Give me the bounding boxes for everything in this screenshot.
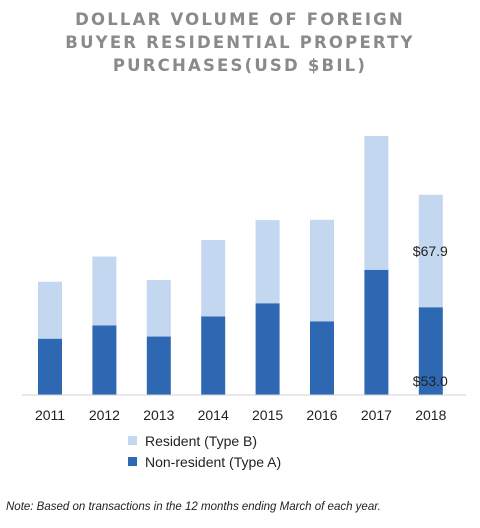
bar-resident-type-b-2017: [364, 135, 389, 270]
bar-chart: 2011 2012 2013 2014 2015 2016 2017 2018 $67.9 $5…: [22, 135, 466, 423]
chart-title-line-1: DOLLAR VOLUME OF FOREIGN: [75, 10, 405, 29]
bar-non-resident-type-a-2011: [38, 338, 62, 395]
data-labels: $67.9 $53.0: [413, 243, 448, 389]
bar-non-resident-type-a-2015: [255, 303, 280, 395]
bars-group: [38, 135, 443, 395]
x-tick-label-2015: 2015: [252, 407, 283, 423]
legend-label-resident: Resident (Type B): [145, 432, 258, 449]
data-label-non-resident-type-a-2018: $53.0: [413, 373, 448, 389]
legend: Resident (Type B) Non-resident (Type A): [128, 430, 281, 472]
bar-resident-type-b-2014: [201, 239, 226, 317]
legend-label-non-resident: Non-resident (Type A): [145, 453, 282, 470]
bar-resident-type-b-2018: [418, 194, 443, 308]
x-tick-label-2018: 2018: [415, 407, 446, 423]
bar-non-resident-type-a-2012: [92, 325, 117, 395]
x-tick-label-2013: 2013: [143, 407, 174, 423]
bar-non-resident-type-a-2018: [418, 307, 443, 395]
bar-resident-type-b-2012: [92, 256, 117, 326]
bar-non-resident-type-a-2014: [201, 316, 226, 395]
x-tick-label-2017: 2017: [361, 407, 392, 423]
bar-resident-type-b-2011: [38, 281, 62, 339]
footnote: Note: Based on transactions in the 12 mo…: [6, 501, 381, 513]
data-label-resident-type-b-2018: $67.9: [413, 243, 448, 259]
legend-swatch-resident: [128, 436, 137, 445]
x-tick-label-2016: 2016: [306, 407, 337, 423]
chart-title-line-2: BUYER RESIDENTIAL PROPERTY: [65, 33, 415, 52]
bar-non-resident-type-a-2017: [364, 269, 389, 395]
x-tick-label-2012: 2012: [89, 407, 120, 423]
bar-non-resident-type-a-2013: [146, 336, 171, 395]
legend-swatch-non-resident: [128, 457, 137, 466]
legend-item-resident: Resident (Type B): [128, 430, 281, 451]
x-tick-labels: 2011 2012 2013 2014 2015 2016 2017 2018: [35, 407, 447, 423]
legend-item-non-resident: Non-resident (Type A): [128, 451, 281, 472]
chart-title-line-3: PURCHASES(USD $BIL): [112, 56, 368, 75]
bar-resident-type-b-2015: [255, 220, 280, 304]
bar-resident-type-b-2016: [310, 219, 334, 322]
bar-non-resident-type-a-2016: [310, 321, 334, 395]
bar-resident-type-b-2013: [146, 280, 171, 337]
x-tick-label-2011: 2011: [35, 407, 65, 423]
x-tick-label-2014: 2014: [198, 407, 229, 423]
chart-title: DOLLAR VOLUME OF FOREIGN BUYER RESIDENTI…: [0, 8, 480, 77]
